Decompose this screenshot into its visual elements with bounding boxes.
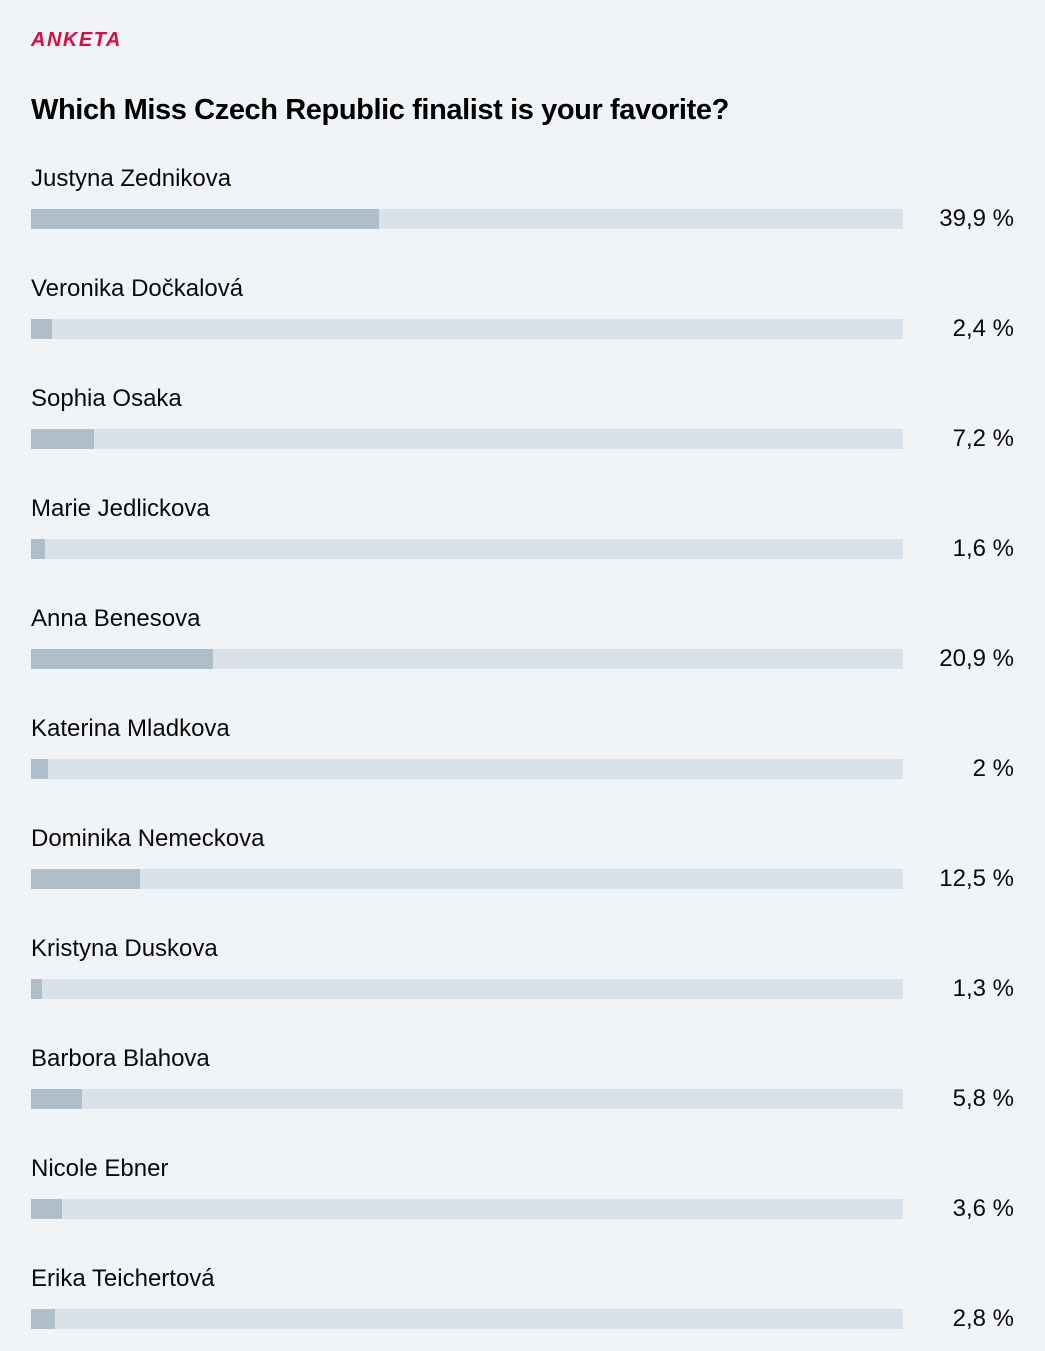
poll-option-row: Dominika Nemeckova 12,5 % <box>31 825 1014 892</box>
option-percent-label: 2,4 % <box>952 315 1014 342</box>
option-bar-fill <box>31 319 52 339</box>
option-percent-label: 2,8 % <box>952 1305 1014 1332</box>
option-name: Kristyna Duskova <box>31 935 218 962</box>
option-name: Veronika Dočkalová <box>31 275 244 302</box>
option-bar-line: 2,8 % <box>31 1305 1014 1332</box>
poll-option-row: Barbora Blahova 5,8 % <box>31 1045 1014 1112</box>
option-bar-fill <box>31 429 94 449</box>
option-bar-track <box>31 539 903 559</box>
option-name: Anna Benesova <box>31 605 201 632</box>
poll-option-row: Kristyna Duskova 1,3 % <box>31 935 1014 1002</box>
poll-question-title: Which Miss Czech Republic finalist is yo… <box>31 94 729 126</box>
option-percent-label: 39,9 % <box>939 205 1014 232</box>
option-bar-track <box>31 869 903 889</box>
poll-option-row: Justyna Zednikova 39,9 % <box>31 165 1014 232</box>
option-name: Barbora Blahova <box>31 1045 210 1072</box>
option-bar-fill <box>31 539 45 559</box>
option-bar-fill <box>31 869 140 889</box>
option-bar-track <box>31 979 903 999</box>
option-name: Justyna Zednikova <box>31 165 232 192</box>
option-bar-track <box>31 209 903 229</box>
option-name: Sophia Osaka <box>31 385 182 412</box>
option-percent-label: 20,9 % <box>939 645 1014 672</box>
poll-option-row: Veronika Dočkalová 2,4 % <box>31 275 1014 342</box>
option-bar-line: 1,3 % <box>31 975 1014 1002</box>
option-bar-track <box>31 319 903 339</box>
option-percent-label: 5,8 % <box>952 1085 1014 1112</box>
poll-results: Justyna Zednikova 39,9 % Veronika Dočkal… <box>31 165 1014 1332</box>
option-name: Erika Teichertová <box>31 1265 215 1292</box>
option-bar-fill <box>31 1089 82 1109</box>
poll-kicker: ANKETA <box>31 29 122 51</box>
option-bar-line: 12,5 % <box>31 865 1014 892</box>
option-bar-track <box>31 1309 903 1329</box>
option-bar-track <box>31 1199 903 1219</box>
poll-option-row: Nicole Ebner 3,6 % <box>31 1155 1014 1222</box>
option-bar-track <box>31 649 903 669</box>
option-bar-track <box>31 429 903 449</box>
option-percent-label: 2 % <box>972 755 1014 782</box>
option-bar-line: 39,9 % <box>31 205 1014 232</box>
option-bar-fill <box>31 649 214 669</box>
option-percent-label: 1,3 % <box>952 975 1014 1002</box>
option-bar-line: 5,8 % <box>31 1085 1014 1112</box>
option-name: Marie Jedlickova <box>31 495 210 522</box>
poll-option-row: Erika Teichertová 2,8 % <box>31 1265 1014 1332</box>
option-name: Katerina Mladkova <box>31 715 230 742</box>
poll-option-row: Marie Jedlickova 1,6 % <box>31 495 1014 562</box>
option-percent-label: 1,6 % <box>952 535 1014 562</box>
option-bar-line: 7,2 % <box>31 425 1014 452</box>
option-percent-label: 7,2 % <box>952 425 1014 452</box>
option-bar-line: 20,9 % <box>31 645 1014 672</box>
option-bar-fill <box>31 209 379 229</box>
poll-option-row: Anna Benesova 20,9 % <box>31 605 1014 672</box>
option-bar-line: 1,6 % <box>31 535 1014 562</box>
option-bar-fill <box>31 979 43 999</box>
option-bar-fill <box>31 1199 63 1219</box>
option-bar-track <box>31 759 903 779</box>
option-bar-track <box>31 1089 903 1109</box>
poll-option-row: Sophia Osaka 7,2 % <box>31 385 1014 452</box>
option-bar-line: 2 % <box>31 755 1014 782</box>
option-bar-fill <box>31 1309 56 1329</box>
option-bar-line: 3,6 % <box>31 1195 1014 1222</box>
option-name: Dominika Nemeckova <box>31 825 265 852</box>
option-percent-label: 3,6 % <box>952 1195 1014 1222</box>
option-percent-label: 12,5 % <box>939 865 1014 892</box>
poll-option-row: Katerina Mladkova 2 % <box>31 715 1014 782</box>
option-bar-fill <box>31 759 49 779</box>
option-name: Nicole Ebner <box>31 1155 169 1182</box>
option-bar-line: 2,4 % <box>31 315 1014 342</box>
